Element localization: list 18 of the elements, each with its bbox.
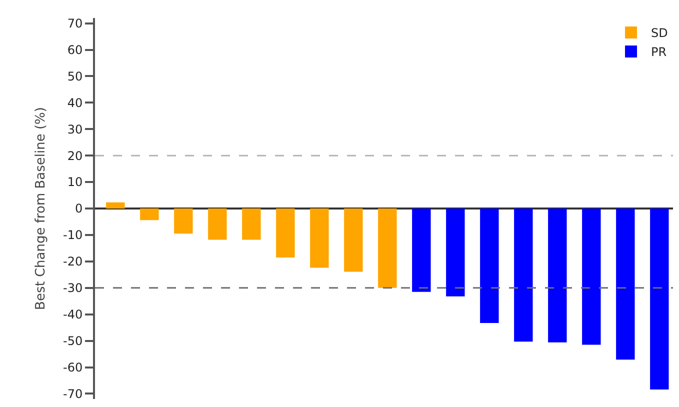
y-tick-label: 0: [74, 202, 83, 216]
y-tick-label: 20: [67, 148, 83, 163]
y-tick-label: -70: [62, 386, 83, 401]
y-tick-label: 30: [67, 122, 83, 136]
legend-label: PR: [651, 45, 667, 60]
y-axis-title: Best Change from Baseline (%): [33, 107, 48, 310]
y-tick-label: -30: [62, 281, 83, 296]
y-tick-label: 50: [67, 69, 83, 84]
y-tick-label: 40: [67, 96, 83, 110]
y-tick-label: -10: [62, 228, 83, 242]
y-tick-label: 70: [67, 16, 83, 30]
y-tick-label: -20: [62, 254, 83, 269]
legend-label: SD: [651, 26, 668, 40]
y-tick-label: -60: [62, 360, 83, 374]
y-tick-label: -40: [62, 308, 83, 322]
y-tick-label: -50: [62, 334, 83, 348]
y-tick-label: 10: [67, 175, 83, 190]
y-tick-label: 60: [67, 42, 83, 57]
